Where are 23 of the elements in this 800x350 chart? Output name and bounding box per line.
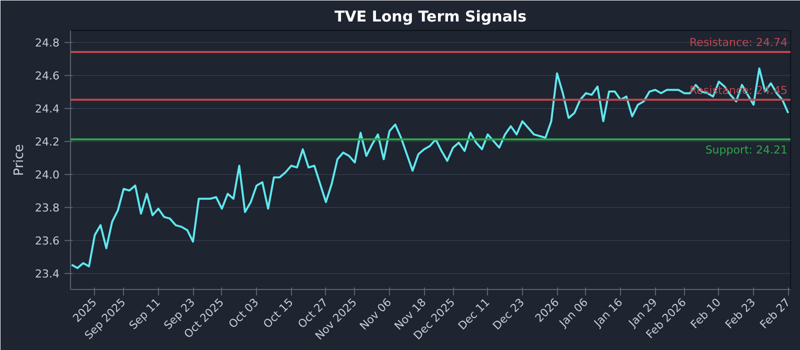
x-tick-label: Sep 11 [126,296,163,332]
x-tick-label: Oct 15 [260,296,296,331]
x-tick-label: Feb 23 [722,296,758,332]
y-tick-label: 23.8 [35,202,60,215]
y-tick-label: 24.0 [35,168,60,182]
x-tick-label: Nov 06 [357,296,394,333]
ref-line-label: Support: 24.21 [705,143,788,156]
x-tick-label: Feb 10 [688,296,724,332]
y-tick-label: 24.6 [35,70,60,83]
y-tick-label: 23.6 [35,234,60,248]
y-axis-title: Price [12,144,28,176]
y-tick-label: 24.8 [35,36,60,50]
y-tick-label: 23.4 [35,268,60,281]
chart-title: TVE Long Term Signals [334,8,527,26]
ref-line-label: Resistance: 24.74 [690,36,788,49]
x-tick-label: Dec 23 [490,296,527,333]
x-tick-label: Feb 27 [757,296,793,332]
x-tick-label: Dec 11 [456,296,492,333]
y-tick-label: 24.4 [35,102,60,116]
x-tick-label: Oct 03 [226,296,262,331]
y-tick-label: 24.2 [35,136,60,149]
x-tick-label: Jan 16 [590,296,626,330]
line-series [70,67,790,270]
